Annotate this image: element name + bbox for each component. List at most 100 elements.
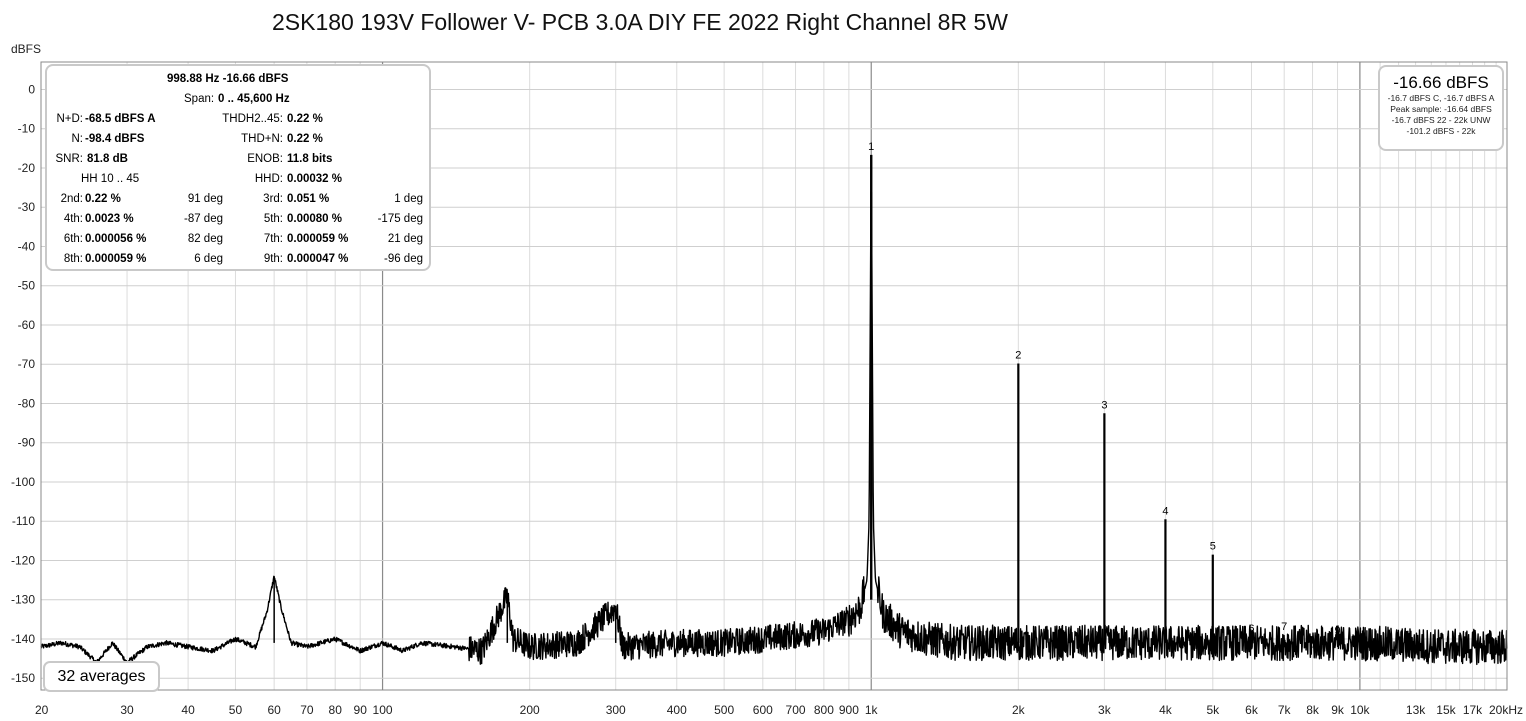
y-tick-label: -110 xyxy=(12,514,35,528)
stat-label: N+D: xyxy=(56,113,83,125)
y-tick-label: -130 xyxy=(11,593,35,607)
x-tick-label: 600 xyxy=(753,703,773,717)
x-tick-label: 10k xyxy=(1350,703,1370,717)
stat-value: 0.00032 % xyxy=(287,173,342,185)
x-tick-label: 1k xyxy=(865,703,879,717)
y-tick-label: -80 xyxy=(18,396,36,410)
y-tick-label: -10 xyxy=(18,122,36,136)
harmonic-h2: 3rd: xyxy=(263,193,283,205)
peak-marker-label: 3 xyxy=(1101,399,1107,411)
y-tick-labels: 0 -10 -20 -30 -40 -50 -60 -70 -80 -90 -100 -110 -120… xyxy=(11,82,35,685)
y-tick-label: 0 xyxy=(28,82,35,96)
x-tick-label: 30 xyxy=(120,703,134,717)
x-tick-label: 9k xyxy=(1331,703,1345,717)
peak-marker-label: 9 xyxy=(1334,625,1340,637)
x-tick-label: 17k xyxy=(1463,703,1483,717)
stat-label: N: xyxy=(71,133,84,145)
harmonic-h2: 5th: xyxy=(263,213,283,225)
x-tick-label: 500 xyxy=(714,703,734,717)
y-tick-label: -140 xyxy=(11,632,35,646)
fundamental-readout: 998.88 Hz -16.66 dBFS xyxy=(167,73,289,85)
harmonic-p2: 0.000059 % xyxy=(287,233,349,245)
peak-marker-label: 2 xyxy=(1015,349,1021,361)
level-detail: -16.7 dBFS 22 - 22k UNW xyxy=(1391,115,1491,125)
x-tick-label: 2k xyxy=(1012,703,1026,717)
harmonic-d2: 21 deg xyxy=(387,233,423,245)
measurement-stats-panel[interactable]: 998.88 Hz -16.66 dBFS Span: 0 .. 45,600 … xyxy=(45,64,431,271)
harmonic-h2: 7th: xyxy=(263,233,283,245)
level-main-value: -16.66 dBFS xyxy=(1393,73,1489,92)
harmonic-d1: 6 deg xyxy=(194,253,223,265)
peak-marker-label: 7 xyxy=(1281,621,1287,633)
level-detail: -101.2 dBFS - 22k xyxy=(1406,126,1476,136)
x-tick-label: 13k xyxy=(1406,703,1426,717)
x-tick-label: 6k xyxy=(1245,703,1259,717)
stat-label: HHD: xyxy=(254,173,283,185)
averages-badge[interactable]: 32 averages xyxy=(43,661,160,692)
y-tick-label: -120 xyxy=(11,553,35,567)
harmonic-d1: 82 deg xyxy=(187,233,223,245)
harmonic-d1: 91 deg xyxy=(187,193,223,205)
harmonic-p1: 0.000056 % xyxy=(85,233,147,245)
x-tick-labels: 20 30 40 50 60 70 80 90 100 200 300 400 500 600 700 800… xyxy=(35,703,1523,717)
harmonic-p1: 0.0023 % xyxy=(85,213,134,225)
x-tick-label: 20 xyxy=(35,703,49,717)
noise-floor-trace xyxy=(40,191,1508,666)
level-detail: -16.7 dBFS C, -16.7 dBFS A xyxy=(1387,93,1495,103)
harmonic-h1: 6th: xyxy=(63,233,83,245)
stat-label: THDH2..45: xyxy=(222,113,283,125)
y-axis-label: dBFS xyxy=(11,42,41,56)
peak-marker-label: 4 xyxy=(1162,505,1168,517)
harmonic-d2: -96 deg xyxy=(383,253,423,265)
y-tick-label: -150 xyxy=(11,671,35,685)
harmonic-p1: 0.000059 % xyxy=(85,253,147,265)
harmonic-h1: 8th: xyxy=(63,253,83,265)
harmonic-d1: -87 deg xyxy=(183,213,223,225)
x-tick-label: 40 xyxy=(181,703,195,717)
stat-label: THD+N: xyxy=(241,133,283,145)
x-tick-label: 900 xyxy=(839,703,859,717)
x-tick-label: 15k xyxy=(1436,703,1456,717)
y-tick-label: -60 xyxy=(18,318,36,332)
stat-value: 81.8 dB xyxy=(87,153,128,165)
harmonic-h1: 2nd: xyxy=(60,193,83,205)
x-tick-label: 200 xyxy=(520,703,540,717)
harmonic-p2: 0.051 % xyxy=(287,193,330,205)
harmonic-h1: 4th: xyxy=(63,213,83,225)
chart-title: 2SK180 193V Follower V- PCB 3.0A DIY FE … xyxy=(272,9,1008,35)
stat-value: 0.22 % xyxy=(287,113,323,125)
x-tick-label: 8k xyxy=(1306,703,1320,717)
level-meter-panel[interactable]: -16.66 dBFS -16.7 dBFS C, -16.7 dBFS A P… xyxy=(1378,65,1504,151)
spectrum-trace xyxy=(40,154,1508,666)
plot-frame xyxy=(40,61,1508,691)
stat-label: HH 10 .. 45 xyxy=(81,173,140,185)
x-tick-label: 20kHz xyxy=(1489,703,1523,717)
x-tick-label: 70 xyxy=(300,703,314,717)
peak-marker-label: 8 xyxy=(1309,639,1315,651)
level-detail: Peak sample: -16.64 dBFS xyxy=(1390,104,1492,114)
x-tick-label: 60 xyxy=(267,703,281,717)
stat-label: ENOB: xyxy=(247,153,283,165)
harmonic-p1: 0.22 % xyxy=(85,193,121,205)
stat-value: -98.4 dBFS xyxy=(85,133,145,145)
y-tick-label: -20 xyxy=(18,161,36,175)
span-value: 0 .. 45,600 Hz xyxy=(218,93,290,105)
harmonic-d2: -175 deg xyxy=(377,213,423,225)
peak-marker-label: 5 xyxy=(1210,541,1216,553)
x-tick-label: 90 xyxy=(354,703,368,717)
peak-markers: 1 2 3 4 5 6 7 8 9 xyxy=(868,141,1340,651)
x-tick-label: 800 xyxy=(814,703,834,717)
stat-value: 11.8 bits xyxy=(287,153,333,165)
x-tick-label: 4k xyxy=(1159,703,1173,717)
peak-marker-label: 1 xyxy=(868,141,874,153)
harmonic-h2: 9th: xyxy=(263,253,283,265)
x-tick-label: 5k xyxy=(1206,703,1220,717)
stat-label: SNR: xyxy=(55,153,83,165)
x-tick-label: 700 xyxy=(786,703,806,717)
y-tick-label: -40 xyxy=(18,239,36,253)
x-tick-label: 300 xyxy=(606,703,626,717)
x-tick-label: 400 xyxy=(667,703,687,717)
stat-value: 0.22 % xyxy=(287,133,323,145)
y-tick-label: -90 xyxy=(18,436,36,450)
peak-marker-label: 6 xyxy=(1248,623,1254,635)
